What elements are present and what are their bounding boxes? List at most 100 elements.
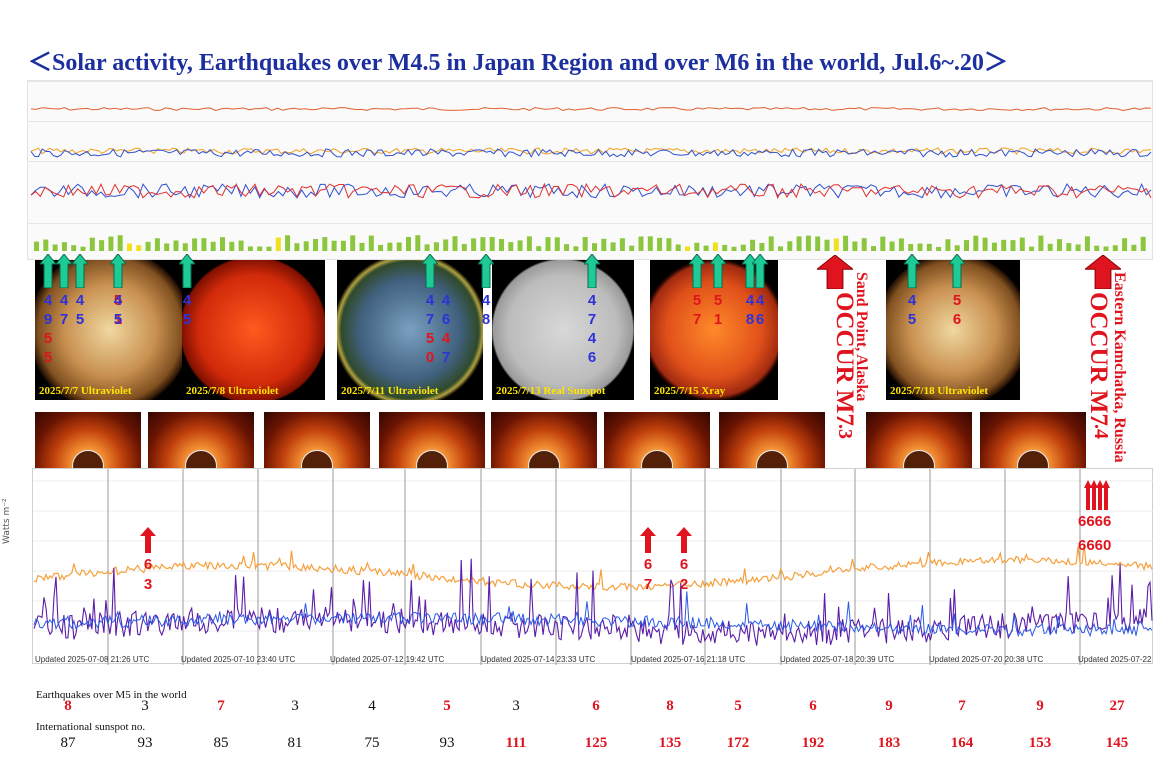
kp-bar — [80, 246, 86, 251]
sunspot-number-cell: 87 — [60, 735, 76, 751]
kp-bar — [610, 242, 616, 251]
sunspot-number-cell: 93 — [439, 735, 455, 751]
kp-bar — [359, 242, 365, 251]
green-arrow-shape — [72, 254, 88, 288]
xray-short-trace-secondary — [33, 591, 1153, 638]
xray-y-axis-label: Watts m⁻² — [2, 498, 12, 544]
kp-bar — [666, 238, 672, 251]
electron-trace-blue — [30, 148, 1152, 158]
world-quake-magnitude: 6 — [143, 556, 153, 573]
earthquake-count-cell: 7 — [217, 698, 225, 714]
sunspot-row-label: International sunspot no. — [36, 721, 146, 733]
kp-bar — [871, 246, 876, 251]
world-quake-magnitude: 7 — [643, 576, 653, 593]
proton-trace — [30, 106, 1152, 112]
kp-bar — [275, 237, 281, 251]
green-arrow-shape — [752, 254, 768, 288]
chart-updated-label: Updated 2025-07-12 19:42 UTC — [330, 655, 445, 664]
world-quake-magnitude: 2 — [679, 576, 689, 593]
kp-bar — [387, 242, 393, 251]
kp-bar — [154, 238, 160, 251]
kp-bar — [285, 235, 291, 251]
earthquake-count-cell: 9 — [885, 698, 893, 714]
kp-bar — [1047, 243, 1053, 251]
kp-bar — [266, 246, 272, 251]
quake-magnitude-digit: 4 — [755, 292, 765, 309]
kp-index-panel — [28, 223, 1152, 261]
page-title: ＜Solar activity, Earthquakes over M4.5 i… — [28, 50, 1008, 76]
green-arrow-icon — [689, 254, 705, 288]
xray-short-trace — [33, 558, 1153, 646]
quake-magnitude-digit: 7 — [425, 311, 435, 328]
xray-flux-chart — [32, 468, 1153, 665]
sun-disk — [182, 260, 325, 400]
chart-updated-label: Updated 2025-07-08 21:26 UTC — [35, 655, 150, 664]
green-arrow-icon — [72, 254, 88, 288]
kp-bar — [210, 241, 216, 251]
earthquake-count-cell: 3 — [141, 698, 149, 714]
solar-image-tile: 2025/7/13 Real Sunspot — [492, 260, 634, 400]
kp-bar — [991, 242, 997, 251]
kp-bar — [1112, 245, 1118, 251]
kp-bar — [973, 235, 979, 251]
kp-bar — [99, 240, 105, 251]
kp-bar — [517, 240, 523, 251]
quake-magnitude-digit: 4 — [441, 330, 451, 347]
quake-magnitude-digit: 9 — [43, 311, 53, 328]
quake-magnitude-digit: 4 — [43, 292, 53, 309]
solar-image-caption: 2025/7/18 Ultraviolet — [890, 385, 989, 397]
kp-bar — [908, 244, 914, 251]
green-arrow-icon — [752, 254, 768, 288]
kp-bar — [982, 237, 988, 251]
kp-bar — [127, 243, 132, 251]
quake-magnitude-digit: 6 — [441, 311, 451, 328]
sunspot-number-cell: 145 — [1105, 735, 1129, 751]
quake-magnitude-digit: 4 — [113, 292, 123, 309]
kp-bar — [1140, 236, 1146, 251]
green-arrow-shape — [56, 254, 72, 288]
magnetometer-panel — [28, 161, 1152, 223]
red-arrow-shape — [817, 255, 853, 289]
quake-magnitude-digit: 4 — [745, 292, 755, 309]
kp-bar — [220, 237, 225, 251]
event-location-label: Sand Point, Alaska — [853, 272, 870, 402]
world-quake-magnitude: 6666 — [1078, 513, 1112, 530]
proton-flux-panel — [28, 81, 1152, 121]
kp-bar — [1057, 239, 1062, 251]
kp-bar — [443, 239, 449, 251]
kp-bar — [582, 237, 588, 251]
kp-bar — [71, 245, 77, 251]
kp-bar — [1019, 237, 1025, 251]
red-arrow-shape — [1084, 480, 1092, 510]
world-quake-magnitude: 6 — [679, 556, 689, 573]
kp-bar — [1084, 236, 1090, 251]
quake-magnitude-digit: 7 — [441, 349, 451, 366]
quake-magnitude-digit: 8 — [481, 311, 491, 328]
quake-magnitude-digit: 5 — [75, 311, 85, 328]
earthquake-count-cell: 9 — [1036, 698, 1044, 714]
green-arrow-shape — [422, 254, 438, 288]
kp-bar — [378, 244, 384, 251]
green-arrow-icon — [56, 254, 72, 288]
quake-magnitude-digit: 0 — [425, 349, 435, 366]
kp-bar — [685, 246, 690, 251]
magnet-trace-blue — [30, 182, 1152, 199]
kp-bar — [489, 236, 495, 251]
chart-updated-label: Updated 2025-07-20 20:38 UTC — [929, 655, 1044, 664]
solar-wind-traces — [30, 106, 1152, 251]
kp-bar — [508, 242, 514, 251]
quake-magnitude-digit: 6 — [952, 311, 962, 328]
world-quake-magnitude: 3 — [143, 576, 153, 593]
kp-bar — [1075, 244, 1081, 251]
kp-bar — [629, 245, 635, 251]
kp-bar — [331, 240, 337, 251]
sun-disk — [492, 260, 634, 400]
kp-bar — [52, 244, 58, 251]
green-arrow-icon — [179, 254, 195, 288]
chart-updated-label: Updated 2025-07-14 23:33 UTC — [481, 655, 596, 664]
kp-bar — [1038, 235, 1044, 251]
electron-flux-panel — [28, 121, 1152, 161]
earthquake-count-cell: 6 — [809, 698, 817, 714]
kp-bar — [536, 246, 542, 251]
big-red-arrow-icon — [1085, 255, 1121, 289]
